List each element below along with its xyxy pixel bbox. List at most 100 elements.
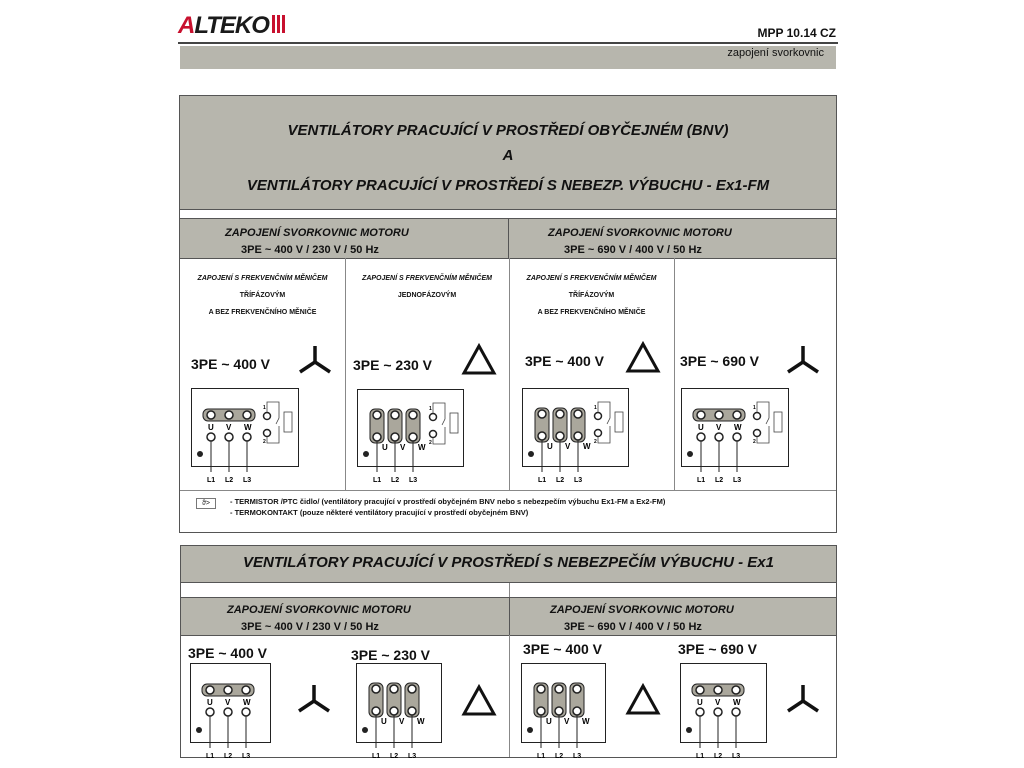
line-label: L1: [207, 477, 215, 484]
terminal-label: V: [400, 443, 406, 452]
ground-icon: [197, 451, 203, 457]
terminal: [555, 409, 565, 419]
alteko-logo: ALTEKO: [178, 12, 287, 40]
terminal: [536, 706, 546, 716]
line-label: L3: [408, 753, 416, 760]
terminal: [389, 706, 399, 716]
thermistor-icon: [283, 411, 293, 433]
terminal: [714, 432, 724, 442]
ground-icon: [527, 727, 533, 733]
line-label: L1: [538, 477, 546, 484]
voltage-label: 3PE ~ 400 V: [191, 356, 271, 372]
line-label: L1: [372, 753, 380, 760]
line-label: L2: [225, 477, 233, 484]
ground-icon: [196, 727, 202, 733]
divider: [508, 219, 509, 258]
column1-desc: ZAPOJENÍ S FREKVENČNÍM MĚNIČEM TŘÍFÁZOVÝM…: [197, 275, 328, 316]
terminal: [731, 685, 741, 695]
terminal: [696, 432, 706, 442]
line-label: L1: [537, 753, 545, 760]
terminal-label: V: [399, 717, 405, 726]
logo-text: LTEKO: [194, 12, 270, 39]
thermal-terminal: [752, 428, 762, 438]
terminal: [572, 684, 582, 694]
terminal-label: V: [565, 442, 571, 451]
thermal-label: 1: [263, 405, 266, 411]
line-label: L3: [243, 477, 251, 484]
section1-subheader: ZAPOJENÍ SVORKOVNIC MOTORU 3PE ~ 400 V /…: [180, 218, 836, 259]
header-rule: [178, 42, 838, 44]
subtitle-bar: zapojení svorkovnic: [180, 46, 836, 69]
line-label: L3: [733, 477, 741, 484]
line-label: L1: [697, 477, 705, 484]
line-label: L2: [555, 753, 563, 760]
star-connection-icon: [299, 346, 331, 374]
terminal-label: V: [564, 717, 570, 726]
divider: [180, 490, 836, 491]
subtitle: zapojení svorkovnic: [727, 47, 824, 59]
thermistor-symbol: ϑ>: [196, 498, 216, 509]
terminal: [242, 410, 252, 420]
terminal-label: V: [715, 698, 721, 707]
line-label: L2: [224, 753, 232, 760]
thermal-terminal: [428, 412, 438, 422]
terminal: [223, 707, 233, 717]
terminal-label: W: [417, 717, 425, 726]
line-label: L3: [732, 753, 740, 760]
terminal: [224, 410, 234, 420]
divider: [509, 258, 510, 490]
line-label: L2: [714, 753, 722, 760]
section1-title-line3: VENTILÁTORY PRACUJÍCÍ V PROSTŘEDÍ S NEBE…: [246, 177, 770, 194]
terminal: [713, 707, 723, 717]
terminal: [695, 707, 705, 717]
terminal: [224, 432, 234, 442]
terminal: [206, 410, 216, 420]
ground-icon: [363, 451, 369, 457]
terminal: [572, 706, 582, 716]
thermal-terminal: [593, 411, 603, 421]
thermal-label: 1: [429, 406, 432, 412]
terminal: [205, 707, 215, 717]
section2-header: VENTILÁTORY PRACUJÍCÍ V PROSTŘEDÍ S NEBE…: [181, 546, 836, 583]
thermal-terminal: [262, 428, 272, 438]
divider: [509, 598, 510, 635]
terminal: [242, 432, 252, 442]
terminal: [573, 431, 583, 441]
terminal-label: W: [583, 442, 591, 451]
line-label: L2: [390, 753, 398, 760]
terminal: [555, 431, 565, 441]
terminal-box: [190, 663, 271, 743]
line-label: L3: [573, 753, 581, 760]
delta-connection-icon: [461, 342, 497, 375]
terminal: [554, 706, 564, 716]
line-label: L3: [242, 753, 250, 760]
right-head: ZAPOJENÍ SVORKOVNIC MOTORU: [548, 227, 732, 239]
terminal-label: U: [546, 717, 552, 726]
thermal-label: 2: [753, 439, 756, 445]
terminal: [389, 684, 399, 694]
terminal: [223, 685, 233, 695]
terminal: [407, 706, 417, 716]
terminal-label: U: [698, 423, 704, 432]
terminal: [372, 410, 382, 420]
star-terminal-diagram: U V W L1 L2 L3: [190, 663, 271, 760]
terminal-label: V: [716, 423, 722, 432]
terminal-label: U: [381, 717, 387, 726]
section2-subheader: ZAPOJENÍ SVORKOVNIC MOTORU 3PE ~ 400 V /…: [181, 597, 836, 636]
star-connection-icon: [787, 346, 819, 374]
terminal-label: W: [734, 423, 742, 432]
terminal: [732, 410, 742, 420]
star-terminal-diagram: U V W L1 L2 L3: [680, 663, 767, 760]
terminal-label: V: [225, 698, 231, 707]
right-head: ZAPOJENÍ SVORKOVNIC MOTORU: [550, 604, 734, 616]
terminal: [407, 684, 417, 694]
terminal: [537, 431, 547, 441]
terminal: [241, 685, 251, 695]
ground-icon: [686, 727, 692, 733]
thermal-terminal: [593, 428, 603, 438]
terminal-box: [191, 388, 299, 467]
terminal: [206, 432, 216, 442]
line-label: L2: [715, 477, 723, 484]
delta-connection-icon: [625, 682, 661, 715]
terminal-label: W: [582, 717, 590, 726]
